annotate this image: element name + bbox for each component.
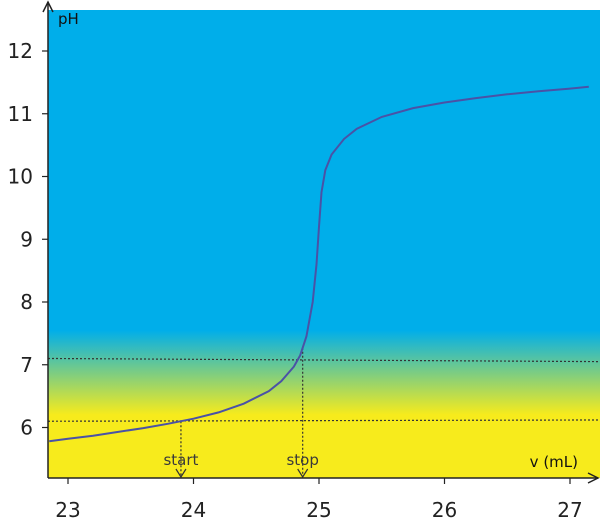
y-axis-ticks: 6 7 8 9 10 11 12 — [8, 39, 48, 440]
x-tick-label: 26 — [432, 498, 457, 522]
x-tick-label: 27 — [557, 498, 582, 522]
annotation-label: stop — [286, 451, 318, 469]
x-tick-label: 24 — [181, 498, 206, 522]
reference-line — [47, 419, 600, 422]
y-tick-label: 7 — [20, 353, 33, 377]
reference-lines — [47, 357, 600, 422]
y-tick-label: 9 — [20, 227, 33, 251]
drop-arrow — [175, 468, 187, 479]
axes — [42, 0, 600, 484]
titration-curve — [49, 85, 589, 443]
y-tick-label: 12 — [8, 39, 33, 63]
x-tick-label: 23 — [55, 498, 80, 522]
x-tick-label: 25 — [306, 498, 331, 522]
y-tick-label: 11 — [8, 102, 33, 126]
x-axis-arrow — [587, 472, 600, 484]
x-axis-label: v (mL) — [530, 453, 578, 471]
y-axis-label: pH — [58, 10, 79, 28]
y-tick-label: 8 — [20, 290, 33, 314]
plot-background — [48, 10, 600, 478]
y-tick-label: 10 — [8, 165, 33, 189]
y-axis-arrow — [42, 0, 54, 13]
drop-arrow — [297, 468, 309, 479]
annotation-label: start — [163, 451, 198, 469]
drop-lines — [175, 347, 309, 479]
annotations: start stop — [163, 451, 318, 469]
x-axis-ticks: 23 24 25 26 27 — [55, 478, 583, 522]
reference-line — [47, 357, 600, 363]
y-tick-label: 6 — [20, 416, 33, 440]
